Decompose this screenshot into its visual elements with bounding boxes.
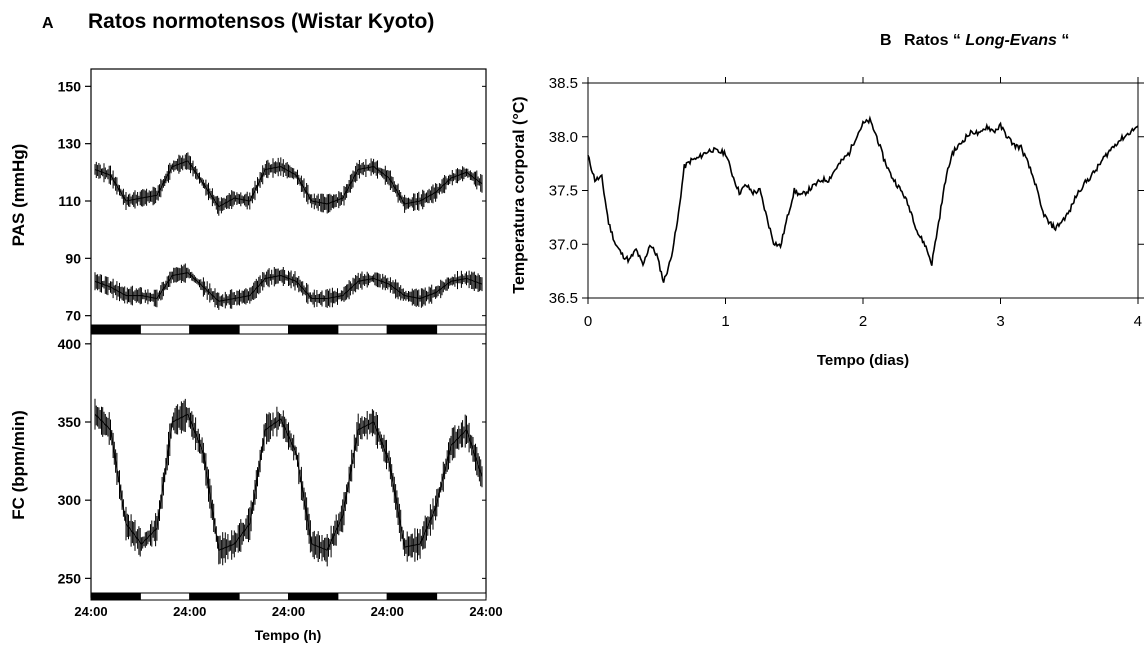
light-phase-bar [238,324,289,335]
panel-b-title: B Ratos “ Long-Evans “ [880,32,1069,49]
panel-b-xtick-label-2: 2 [859,313,867,330]
dark-phase-bar [288,592,339,601]
panel-a-xtick-label-1: 24:00 [173,604,206,619]
light-phase-bar [337,324,388,335]
panel-a-title: Ratos normotensos (Wistar Kyoto) [88,10,434,33]
light-dark-bars [90,324,487,601]
panel-a-xtick-label-2: 24:00 [272,604,305,619]
panel-b-ytick-label-1: 37.0 [549,236,578,253]
panel-a-bottom-ytick-label-0: 250 [58,570,82,586]
dark-phase-bar [90,592,141,601]
panel-b-xtick-label-1: 1 [721,313,729,330]
dark-phase-bar [288,324,339,335]
dark-phase-bar [189,324,240,335]
dark-phase-bar [386,592,438,601]
panel-a-top-ytick-label-2: 110 [58,193,81,209]
temperature-line [587,115,1139,283]
panel-b-ylabel: Temperatura corporal (°C) [511,96,528,293]
panel-a-top-ylabel: PAS (mmHg) [9,144,28,247]
panel-b-xtick-label-4: 4 [1134,313,1142,330]
light-phase-bar [238,592,289,601]
panel-a-top-series-1-errorbars [94,263,483,310]
panel-b-ytick-label-2: 37.5 [549,183,578,200]
panel-b-ytick-label-0: 36.5 [549,290,578,307]
panel-b-ytick-label-4: 38.5 [549,75,578,92]
panel-a-xtick-label-3: 24:00 [371,604,404,619]
panel-b-frame [587,82,1139,299]
light-phase-bar [436,324,487,335]
panel-a-top-ytick-label-0: 70 [65,308,81,324]
light-phase-bar [436,592,487,601]
panel-a-bottom-series-0-errorbars [94,398,483,567]
light-phase-bar [139,324,191,335]
panel-a-top-ytick-label-3: 130 [58,136,82,152]
panel-a-xtick-label-4: 24:00 [469,604,502,619]
panel-b-axes: 36.5 37.0 37.5 38.0 38.5 0 1 2 3 4 [549,75,1144,330]
dark-phase-bar [189,592,240,601]
panel-a-top-ytick-label-1: 90 [65,250,81,266]
panel-b-title-close-quote: “ [1061,32,1069,49]
panel-a-letter: A [42,15,54,32]
panel-a-bottom-plot [94,398,483,567]
panel-a-xtick-label-0: 24:00 [74,604,107,619]
panel-a-xlabel: Tempo (h) [255,627,322,643]
panel-b-title-strain: Long-Evans [965,32,1057,49]
panel-a-bottom-ytick-label-1: 300 [58,492,82,508]
panel-b-ytick-label-3: 38.0 [549,129,578,146]
panel-a-top-plot [94,152,483,310]
panel-a-top-ytick-label-4: 150 [58,78,82,94]
light-phase-bar [337,592,388,601]
panel-b-title-open-quote: “ [953,32,961,49]
panel-a-bottom-ylabel: FC (bpm/min) [9,410,28,520]
panel-a-bottom-frame [90,332,487,598]
panel-a-axes: 70 90 110 130 150 250 300 350 400 24:00 24:00 24:00… [58,78,503,619]
panel-b-xtick-label-3: 3 [996,313,1004,330]
light-phase-bar [139,592,191,601]
panel-a-bottom-ytick-label-3: 400 [58,336,82,352]
panel-b-plot [587,115,1139,283]
panel-b-xlabel: Tempo (dias) [817,352,909,369]
panel-a-bottom-ytick-label-2: 350 [58,414,82,430]
panel-b-xtick-label-0: 0 [584,313,592,330]
panel-b-title-prefix: Ratos [904,32,953,49]
panel-b-letter: B [880,32,892,49]
dark-phase-bar [386,324,438,335]
panel-a-top-series-0-errorbars [94,152,483,216]
dark-phase-bar [90,324,141,335]
